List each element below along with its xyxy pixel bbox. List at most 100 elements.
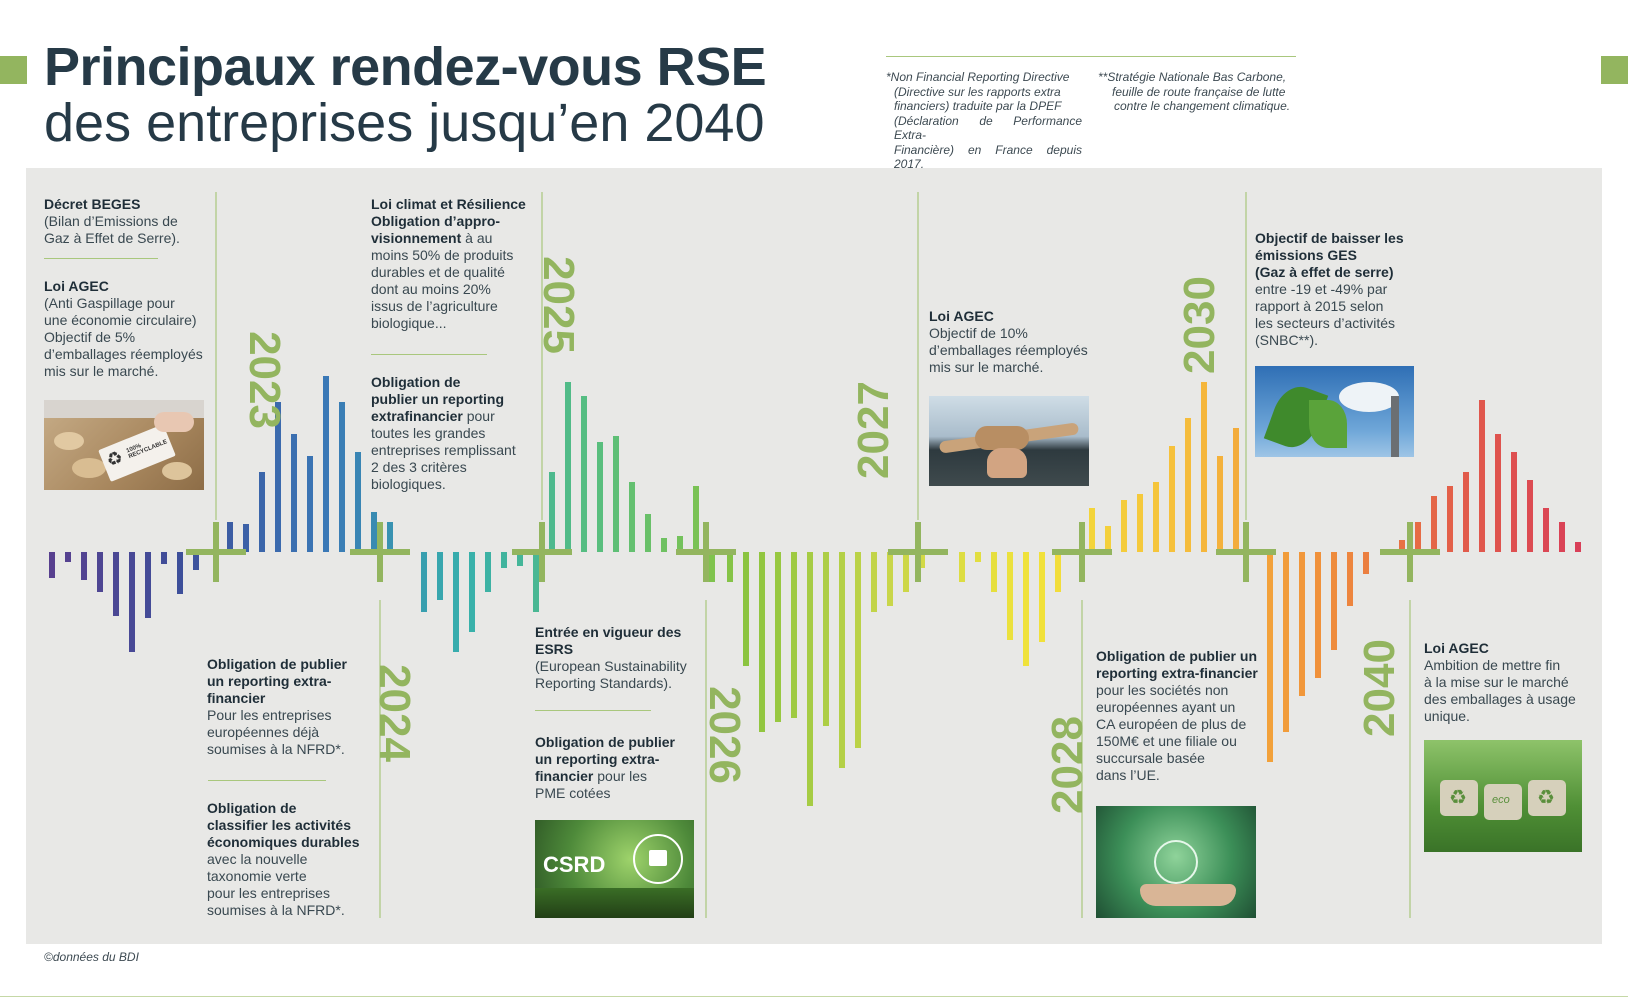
timeline-bar [823, 552, 829, 726]
timeline-panel [26, 168, 1602, 944]
page-title: Principaux rendez-vous RSE [44, 37, 767, 97]
timeline-bar [275, 402, 281, 552]
timeline-bar [1543, 508, 1549, 552]
timeline-bar [387, 522, 393, 552]
year-2030: 2030 [1175, 276, 1224, 374]
timeline-bar [709, 552, 715, 582]
timeline-bar [855, 552, 861, 748]
timeline-bar [243, 524, 249, 552]
timeline-bar [1023, 552, 1029, 666]
bottom-rule [0, 996, 1628, 997]
timeline-markers [186, 522, 1440, 582]
timeline-bar [1089, 508, 1095, 552]
corner-mark-left [0, 56, 27, 84]
credit: ©données du BDI [44, 950, 139, 964]
timeline-bar [1039, 552, 1045, 642]
timeline-bar [759, 552, 765, 732]
photo-recyclable-packaging: ♻ 100% RECYCLABLE [44, 400, 204, 490]
timeline-bar [1575, 542, 1581, 552]
timeline-bar [307, 456, 313, 552]
timeline-bar [97, 552, 103, 592]
timeline-bar [693, 486, 699, 552]
timeline-bar [661, 538, 667, 552]
timeline-bar [371, 512, 377, 552]
year-marker [1407, 522, 1413, 582]
timeline-bar [919, 552, 925, 568]
page-subtitle: des entreprises jusqu’en 2040 [44, 93, 765, 153]
recycle-icon: ♻ [103, 446, 126, 472]
timeline-bar [65, 552, 71, 562]
footnote-nfrd: *Non Financial Reporting Directive (Dire… [886, 70, 1082, 171]
timeline-bar [1511, 452, 1517, 552]
timeline-bar [1527, 480, 1533, 552]
separator [44, 258, 158, 259]
timeline-bar [1315, 552, 1321, 678]
event-esrs: Entrée en vigueur des ESRS (European Sust… [535, 624, 687, 691]
timeline-bar [549, 472, 555, 552]
timeline-bars [49, 376, 1581, 806]
timeline-bar [645, 514, 651, 552]
photo-wooden-plane [929, 396, 1089, 486]
timeline-bar [177, 552, 183, 594]
recycle-icon: ♻ [1537, 787, 1555, 809]
event-agec-2040: Loi AGEC Ambition de mettre fin à la mis… [1424, 640, 1576, 724]
separator [371, 354, 487, 355]
year-2025: 2025 [534, 256, 583, 354]
timeline-bar [453, 552, 459, 652]
timeline-bar [613, 436, 619, 552]
timeline-bar [1463, 472, 1469, 552]
year-2023: 2023 [240, 331, 289, 429]
year-marker [1079, 522, 1085, 582]
timeline-bar [597, 442, 603, 552]
year-marker [377, 522, 383, 582]
timeline-bar [581, 396, 587, 552]
timeline-bar [1201, 382, 1207, 552]
timeline-bar [727, 552, 733, 582]
timeline-bar [807, 552, 813, 806]
timeline-bar [355, 452, 361, 552]
timeline-bar [1007, 552, 1013, 640]
event-agec-2027: Loi AGEC Objectif de 10% d’emballages ré… [929, 308, 1088, 375]
event-taxonomie: Obligation de classifier les activités éco… [207, 800, 360, 918]
year-marker [213, 522, 219, 582]
timeline-bar [629, 482, 635, 552]
separator [208, 780, 326, 781]
photo-leaf-factory [1255, 366, 1414, 457]
event-agec-2023: Loi AGEC (Anti Gaspillage pour une écono… [44, 278, 203, 379]
timeline-bar [501, 552, 507, 568]
year-marker [1243, 522, 1249, 582]
recycle-icon [1154, 840, 1198, 884]
timeline-bar [1217, 456, 1223, 552]
timeline-bar [991, 552, 997, 592]
timeline-connectors [215, 192, 1411, 918]
timeline-bar [1137, 494, 1143, 552]
event-reporting-non-europeennes: Obligation de publier un reporting extra-… [1096, 648, 1258, 783]
timeline-bar [485, 552, 491, 592]
event-loi-climat: Loi climat et Résilience Obligation d’app… [371, 196, 526, 331]
timeline-bar [291, 434, 297, 552]
event-reporting-pme: Obligation de publier un reporting extra-… [535, 734, 675, 801]
timeline-bar [1363, 552, 1369, 574]
year-2027: 2027 [849, 381, 898, 479]
timeline-bar [1447, 486, 1453, 552]
recycle-icon: ♻ [1449, 787, 1467, 809]
timeline-bar [81, 552, 87, 580]
timeline-bar [743, 552, 749, 666]
timeline-bar [1055, 552, 1061, 592]
event-reporting-grandes-entreprises: Obligation de publier un reporting extraf… [371, 374, 516, 492]
year-marker [703, 522, 709, 582]
timeline-bar [421, 552, 427, 612]
timeline-bar [1121, 500, 1127, 552]
timeline-bar [161, 552, 167, 564]
event-beges: Décret BEGES (Bilan d’Emissions de Gaz à… [44, 196, 180, 246]
year-2040: 2040 [1355, 639, 1404, 737]
timeline-bar [775, 552, 781, 722]
photo-eco-cubes: ♻ eco ♻ [1424, 740, 1582, 852]
timeline-bar [871, 552, 877, 612]
corner-mark-right [1601, 56, 1628, 84]
timeline-bar [1283, 552, 1289, 732]
timeline-bar [339, 402, 345, 552]
year-marker [915, 522, 921, 582]
network-icon [633, 834, 683, 884]
